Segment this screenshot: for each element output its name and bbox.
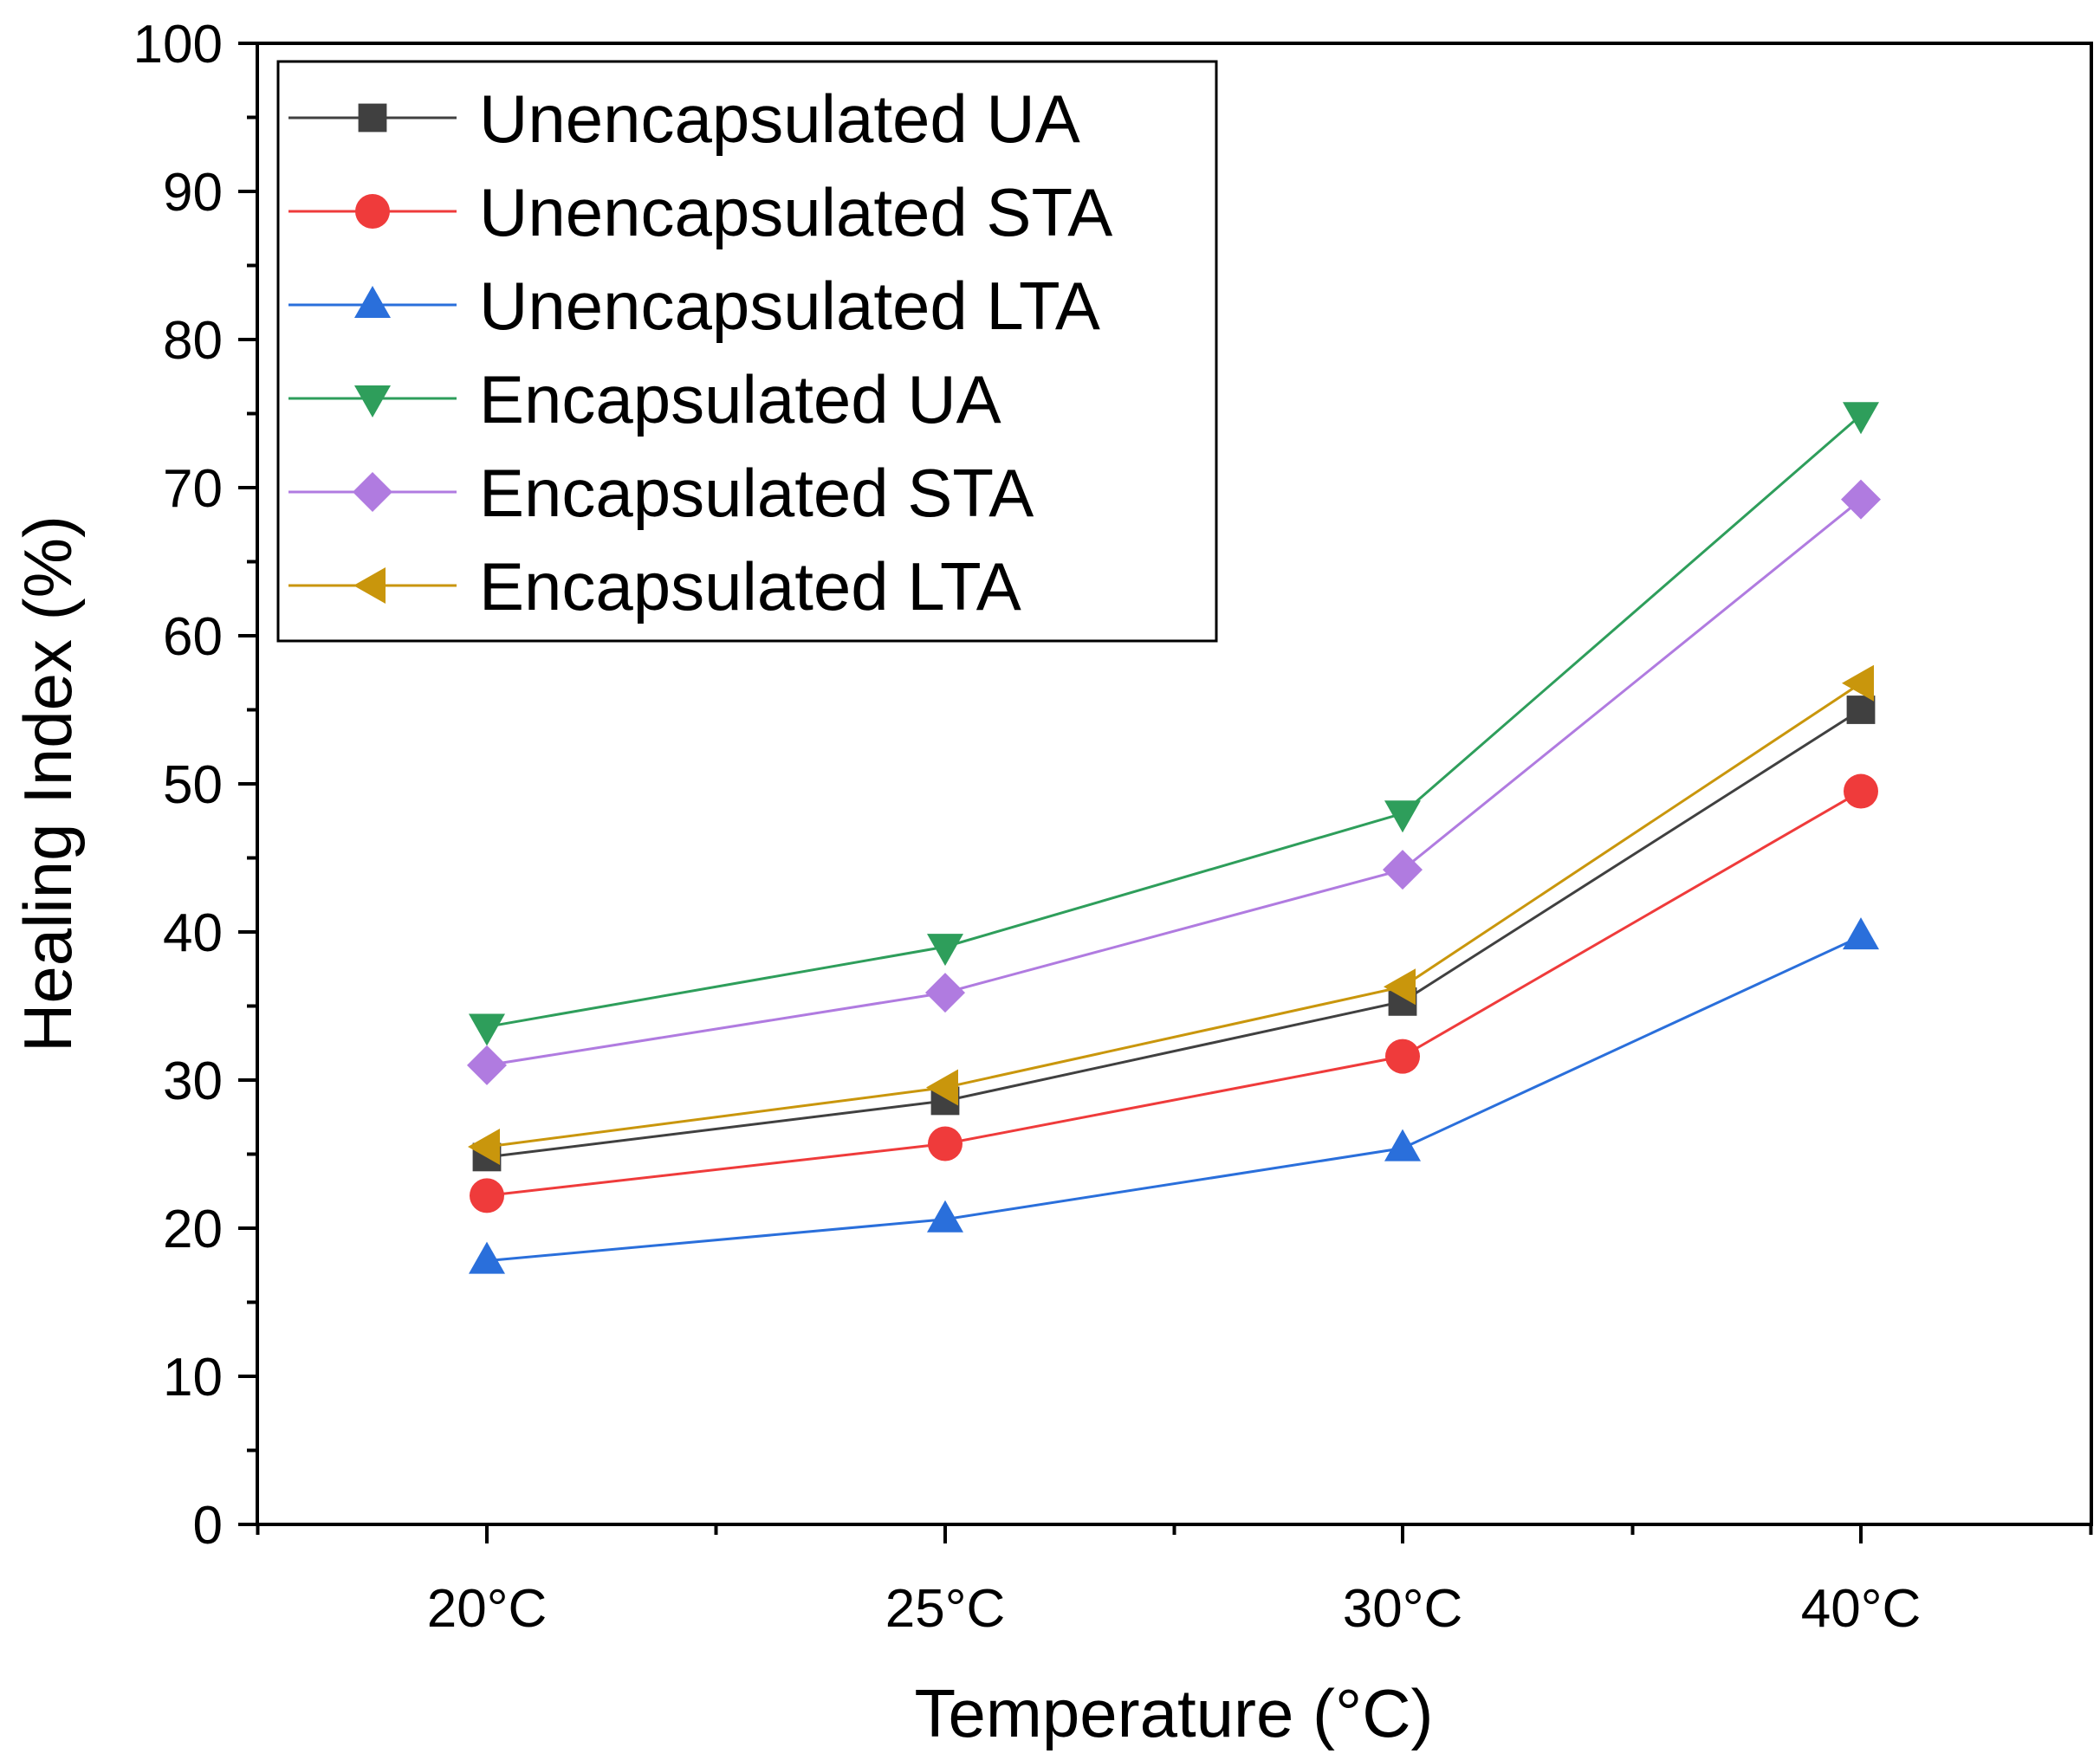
- legend-marker: [355, 194, 390, 229]
- data-point: [1842, 664, 1874, 702]
- series-encapsulated-sta: [467, 479, 1881, 1085]
- data-point: [1846, 696, 1876, 724]
- series-line: [486, 682, 1862, 1149]
- data-point: [1384, 800, 1421, 833]
- series-encapsulated-lta: [468, 664, 1874, 1165]
- data-point: [1384, 968, 1416, 1006]
- legend-item: Unencapsulated UA: [288, 81, 1080, 157]
- data-point: [468, 1128, 500, 1165]
- legend-marker: [353, 472, 392, 512]
- series-layer: [467, 402, 1881, 1274]
- legend-label: Encapsulated STA: [479, 455, 1034, 531]
- legend-box: [276, 60, 1218, 643]
- x-axis-title: Temperature (°C): [914, 1675, 1433, 1751]
- y-tick-label: 50: [163, 755, 223, 815]
- series-unencapsulated-lta: [469, 917, 1879, 1274]
- data-point: [926, 1069, 958, 1106]
- data-point: [1843, 402, 1879, 435]
- data-point: [1383, 850, 1423, 890]
- data-point: [927, 1200, 963, 1233]
- legend-label: Unencapsulated STA: [479, 174, 1112, 250]
- legend-item: Encapsulated LTA: [288, 548, 1021, 624]
- series-encapsulated-ua: [469, 402, 1879, 1046]
- legend-item: Encapsulated STA: [288, 455, 1034, 531]
- data-point: [928, 1126, 962, 1161]
- data-point: [469, 1013, 505, 1046]
- legend-marker: [358, 103, 387, 133]
- series-line: [486, 709, 1862, 1159]
- legend-marker: [353, 567, 386, 604]
- y-axis: 0 10 20 30 40 50 60 70 80 90 100: [133, 15, 257, 1556]
- series-line: [486, 498, 1862, 1067]
- data-point: [925, 973, 965, 1013]
- y-tick-label: 10: [163, 1348, 223, 1407]
- y-tick-label: 100: [133, 15, 223, 74]
- y-tick-label: 80: [163, 311, 223, 371]
- x-tick-label: 30°C: [1343, 1579, 1463, 1639]
- data-point: [927, 934, 963, 967]
- data-point: [1385, 1039, 1420, 1074]
- y-tick-label: 70: [163, 459, 223, 519]
- data-point: [467, 1045, 507, 1085]
- data-point: [1384, 1129, 1421, 1161]
- legend-label: Encapsulated LTA: [479, 548, 1021, 624]
- legend-marker: [354, 286, 391, 318]
- data-point: [1843, 917, 1879, 950]
- legend: Unencapsulated UA Unencapsulated STA Unenc…: [276, 60, 1218, 643]
- legend-label: Unencapsulated LTA: [479, 268, 1100, 344]
- legend-item: Encapsulated UA: [288, 361, 1001, 437]
- x-tick-label: 25°C: [885, 1579, 1006, 1639]
- series-line: [486, 935, 1862, 1263]
- data-point: [1841, 479, 1881, 520]
- legend-item: Unencapsulated STA: [288, 174, 1112, 250]
- x-tick-label: 20°C: [427, 1579, 548, 1639]
- data-point: [470, 1178, 504, 1213]
- series-line: [486, 414, 1862, 1028]
- y-tick-label: 30: [163, 1051, 223, 1111]
- y-tick-label: 90: [163, 163, 223, 223]
- legend-item: Unencapsulated LTA: [288, 268, 1100, 344]
- legend-label: Unencapsulated UA: [479, 81, 1080, 157]
- series-unencapsulated-sta: [470, 773, 1878, 1213]
- legend-marker: [354, 385, 391, 417]
- x-tick-label: 40°C: [1801, 1579, 1922, 1639]
- legend-label: Encapsulated UA: [479, 361, 1001, 437]
- y-tick-label: 20: [163, 1200, 223, 1259]
- y-axis-title: Healing Index (%): [10, 515, 86, 1052]
- series-line: [486, 790, 1862, 1197]
- data-point: [469, 1241, 505, 1274]
- data-point: [1844, 773, 1878, 809]
- y-tick-label: 60: [163, 607, 223, 667]
- y-tick-label: 40: [163, 903, 223, 963]
- x-axis: 20°C 25°C 30°C 40°C: [256, 1524, 2093, 1639]
- y-tick-label: 0: [193, 1496, 223, 1556]
